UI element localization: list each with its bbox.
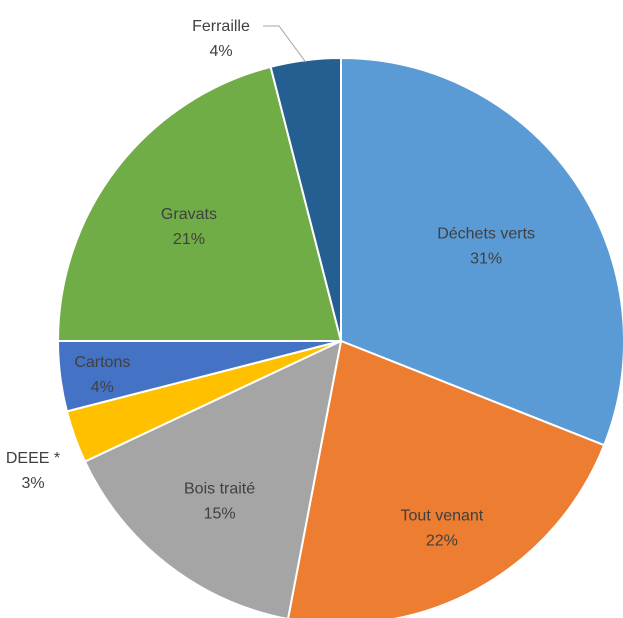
pie-slice-bois-traite [83,339,343,618]
slice-percent-label: 4% [91,379,114,396]
pie-slice-gravats [56,65,343,342]
slice-percent-label: 21% [173,231,205,248]
slice-percent-label: 3% [21,475,44,492]
slice-percent-label: 22% [426,533,458,550]
leader-lines [263,25,307,63]
slice-category-label: Ferraille [192,18,250,35]
slice-label-deee: DEEE * 3% [6,450,60,492]
pie-labels: Déchets verts 31% Tout venant 22% Bois trait… [6,18,535,550]
pie-slices [56,56,623,618]
pie-slice-ferraille [269,56,342,342]
slice-percent-label: 31% [470,250,502,267]
pie-slice-dechets-verts [340,56,623,447]
leader-line-ferraille [263,25,307,63]
pie-slice-tout-venant [287,339,606,618]
slice-label-ferraille: Ferraille 4% [192,18,250,60]
slice-percent-label: 4% [209,43,232,60]
slice-label-bois-traite: Bois traité 15% [184,481,255,523]
slice-label-tout-venant: Tout venant 22% [401,508,484,550]
slice-category-label: Bois traité [184,481,255,498]
slice-category-label: Cartons [74,354,130,371]
slice-category-label: Tout venant [401,508,484,525]
slice-percent-label: 15% [204,506,236,523]
slice-label-gravats: Gravats 21% [161,206,217,248]
slice-category-label: Gravats [161,206,217,223]
slice-label-cartons: Cartons 4% [74,354,130,396]
slice-label-dechets-verts: Déchets verts 31% [437,225,535,267]
slice-category-label: DEEE * [6,450,60,467]
slice-category-label: Déchets verts [437,225,535,242]
